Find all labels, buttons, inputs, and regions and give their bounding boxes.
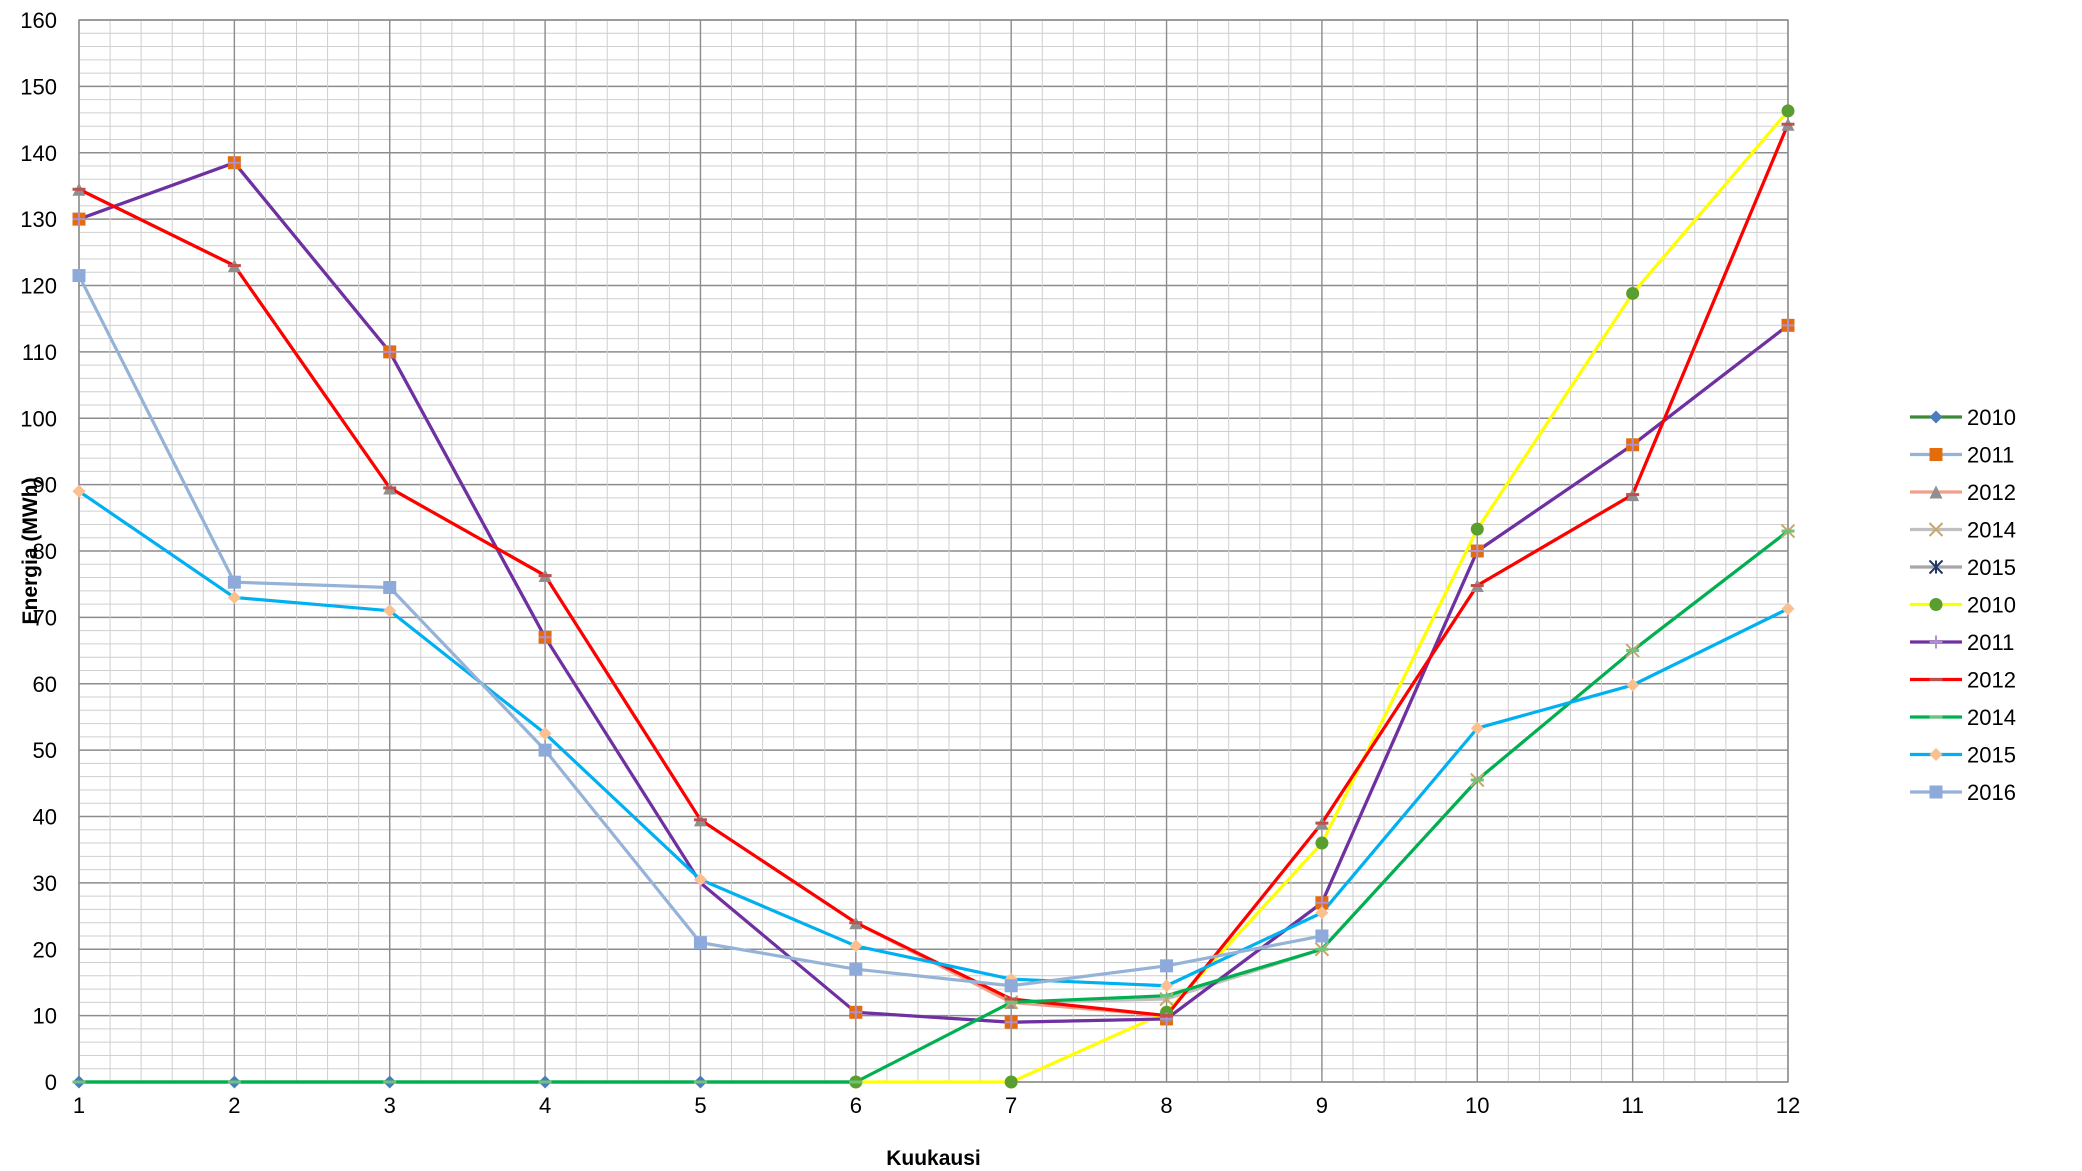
grid [78, 19, 1789, 1083]
x-tick-label: 11 [1621, 1093, 1644, 1118]
x-axis-title: Kuukausi [886, 1147, 981, 1170]
square-marker [1929, 448, 1943, 461]
plus-marker [849, 1005, 863, 1019]
y-tick-label: 50 [33, 738, 57, 763]
legend-label: 2010 [1967, 593, 2016, 618]
legend-label: 2014 [1967, 518, 2016, 543]
circle-marker [1004, 1075, 1018, 1089]
y-tick-label: 80 [33, 539, 57, 564]
plus-marker [72, 212, 86, 226]
series-line-2015 [78, 489, 1789, 988]
x-tick-label: 5 [694, 1093, 706, 1118]
plus-marker [538, 630, 552, 644]
circle-marker [1315, 836, 1329, 850]
plus-marker [1470, 544, 1484, 558]
diamond-marker [72, 484, 86, 498]
circle-marker [1626, 286, 1640, 300]
series-line-2011 [78, 161, 547, 639]
y-tick-label: 0 [45, 1070, 57, 1095]
y-tick-label: 130 [20, 207, 57, 232]
y-tick-label: 120 [20, 274, 57, 299]
series-line-2014 [79, 529, 1789, 1084]
square-marker [1929, 785, 1943, 799]
x-tick-label: 10 [1465, 1093, 1489, 1118]
legend-label: 2011 [1967, 443, 2014, 468]
x-tick-label: 3 [384, 1093, 396, 1118]
y-tick-label: 70 [33, 605, 57, 630]
square-marker [227, 575, 241, 589]
square-marker [383, 581, 397, 595]
square-marker [1315, 929, 1329, 943]
circle-marker [1470, 522, 1484, 536]
diamond-marker [538, 727, 552, 741]
y-tick-label: 30 [33, 871, 57, 896]
square-marker [1160, 959, 1174, 973]
diamond-marker [849, 939, 863, 953]
y-tick-label: 150 [20, 74, 57, 99]
x-tick-label: 7 [1005, 1093, 1017, 1118]
y-axis-title: Energia (MWh) [19, 478, 42, 625]
series-line-2011 [78, 161, 1789, 1024]
x-tick-label: 6 [850, 1093, 862, 1118]
diamond-marker [227, 590, 241, 604]
circle-marker [1781, 104, 1795, 118]
plus-marker [1781, 318, 1795, 332]
square-marker [849, 962, 863, 976]
legend-label: 2015 [1967, 555, 2016, 580]
tick-labels: 0102030405060708090100110120130140150160… [20, 8, 1800, 1118]
plus-marker [227, 156, 241, 170]
triangle-marker [1929, 485, 1943, 499]
legend-label: 2014 [1967, 705, 2016, 730]
y-tick-label: 60 [33, 672, 57, 697]
diamond-marker [1929, 410, 1943, 424]
square-marker [538, 743, 552, 757]
series-line-2012 [78, 123, 1790, 1018]
legend: 2010 2011 2012 2014 2015 2010 2011 2012 2014 2015… [1910, 405, 2016, 805]
star-marker [1928, 559, 1944, 575]
circle-marker [1929, 598, 1943, 611]
x-tick-label: 1 [73, 1093, 85, 1118]
x-tick-label: 2 [228, 1093, 240, 1118]
x-tick-label: 8 [1160, 1093, 1172, 1118]
x-tick-label: 12 [1776, 1093, 1800, 1118]
legend-label: 2011 [1967, 630, 2014, 655]
plus-marker [383, 345, 397, 359]
series-markers [72, 104, 1796, 1089]
diamond-marker [1626, 678, 1640, 692]
x-tick-label: 4 [539, 1093, 551, 1118]
legend-label: 2010 [1967, 405, 2016, 430]
square-marker [72, 269, 86, 283]
diamond-marker [1160, 979, 1174, 993]
diamond-marker [1470, 721, 1484, 735]
y-tick-label: 20 [33, 937, 57, 962]
y-tick-label: 160 [20, 8, 57, 33]
y-tick-label: 10 [33, 1004, 57, 1029]
plus-marker [1626, 438, 1640, 452]
y-tick-label: 100 [20, 406, 57, 431]
plus-marker [1929, 635, 1943, 649]
square-marker [693, 936, 707, 950]
square-marker [1004, 979, 1018, 993]
diamond-marker [383, 604, 397, 618]
series-line-2014 [1011, 529, 1789, 1004]
diamond-marker [1315, 906, 1329, 920]
y-tick-label: 110 [22, 340, 57, 365]
diamond-marker [1781, 602, 1795, 616]
series-line-2012 [78, 123, 1790, 1018]
x-marker [1928, 522, 1944, 537]
x-tick-label: 9 [1316, 1093, 1328, 1118]
y-tick-label: 140 [20, 141, 57, 166]
legend-label: 2012 [1967, 668, 2016, 693]
legend-label: 2015 [1967, 743, 2016, 768]
y-tick-label: 40 [33, 805, 57, 830]
diamond-marker [1929, 748, 1943, 761]
legend-label: 2012 [1967, 480, 2016, 505]
y-tick-label: 90 [33, 473, 57, 498]
diamond-marker [693, 873, 707, 887]
plus-marker [1004, 1015, 1018, 1029]
legend-label: 2016 [1967, 780, 2016, 805]
